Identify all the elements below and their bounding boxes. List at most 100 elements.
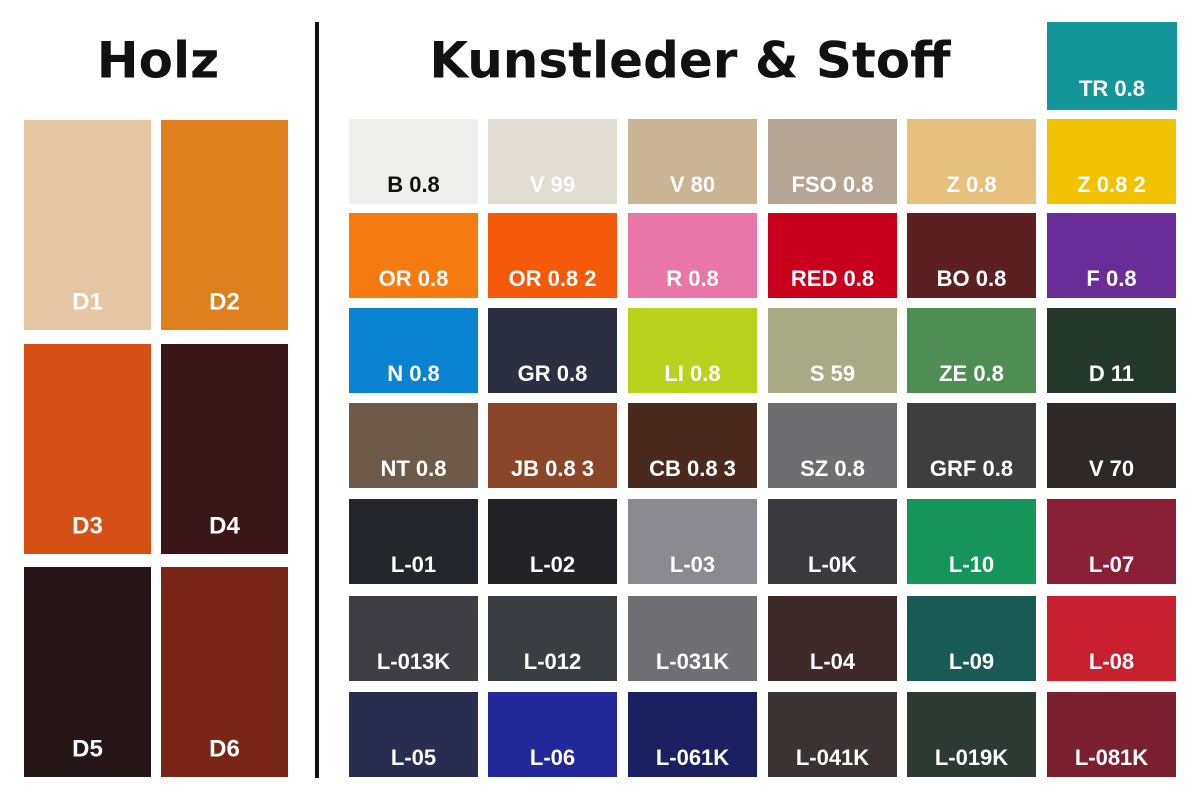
swatch <box>488 692 617 777</box>
swatch-label: D5 <box>72 735 103 762</box>
swatch-label: L-061K <box>656 745 729 770</box>
swatch-label: L-013K <box>377 649 450 674</box>
swatch-label: D 11 <box>1089 361 1134 386</box>
swatch-label: L-019K <box>935 745 1008 770</box>
swatch <box>1047 213 1176 298</box>
swatch <box>907 499 1036 584</box>
swatch <box>1047 499 1176 584</box>
swatch-label: L-0K <box>808 552 857 577</box>
swatch-label: NT 0.8 <box>380 456 446 481</box>
swatch <box>349 692 478 777</box>
swatch-label: BO 0.8 <box>937 266 1007 291</box>
swatch-label: TR 0.8 <box>1079 76 1145 101</box>
swatch <box>907 692 1036 777</box>
swatch <box>628 403 757 488</box>
swatch <box>1047 403 1176 488</box>
swatch-label: L-012 <box>524 649 581 674</box>
swatch-label: RED 0.8 <box>791 266 874 291</box>
swatch-label: L-08 <box>1089 649 1134 674</box>
swatch <box>488 308 617 393</box>
swatch <box>349 596 478 681</box>
swatch <box>349 308 478 393</box>
swatch-label: ZE 0.8 <box>939 361 1004 386</box>
swatch-label: L-07 <box>1089 552 1134 577</box>
swatch-label: LI 0.8 <box>664 361 720 386</box>
swatch <box>1047 22 1177 110</box>
swatch-label: D6 <box>209 735 240 762</box>
swatch <box>488 119 617 204</box>
swatch <box>161 344 288 554</box>
swatch-label: B 0.8 <box>387 172 440 197</box>
swatch <box>349 213 478 298</box>
swatch <box>24 567 151 777</box>
swatch <box>488 499 617 584</box>
swatch-label: GR 0.8 <box>518 361 588 386</box>
swatch <box>768 308 897 393</box>
swatch <box>349 403 478 488</box>
swatch-label: V 70 <box>1089 456 1134 481</box>
stoff-title: Kunstleder & Stoff <box>429 32 951 90</box>
swatch <box>628 692 757 777</box>
swatch <box>24 120 151 330</box>
swatch-label: L-031K <box>656 649 729 674</box>
swatch-label: F 0.8 <box>1086 266 1136 291</box>
swatch <box>768 119 897 204</box>
swatch <box>161 567 288 777</box>
swatch-label: L-09 <box>949 649 994 674</box>
swatch <box>628 308 757 393</box>
swatch <box>628 596 757 681</box>
swatch <box>907 308 1036 393</box>
swatch <box>349 119 478 204</box>
swatch <box>768 213 897 298</box>
swatch <box>161 120 288 330</box>
swatch-label: CB 0.8 3 <box>649 456 736 481</box>
swatch <box>1047 596 1176 681</box>
swatch-label: D4 <box>209 512 240 539</box>
swatch-label: D3 <box>72 512 103 539</box>
swatch-label: V 80 <box>670 172 715 197</box>
swatch-label: L-02 <box>530 552 575 577</box>
swatch <box>1047 308 1176 393</box>
swatch <box>907 119 1036 204</box>
swatch-label: JB 0.8 3 <box>511 456 594 481</box>
swatch <box>768 403 897 488</box>
swatch <box>907 213 1036 298</box>
swatch-label: L-03 <box>670 552 715 577</box>
swatch <box>24 344 151 554</box>
swatch-label: R 0.8 <box>666 266 719 291</box>
swatch-label: OR 0.8 <box>379 266 449 291</box>
swatch-label: L-01 <box>391 552 436 577</box>
swatch <box>628 499 757 584</box>
swatch-label: L-05 <box>391 745 436 770</box>
swatch-label: D2 <box>209 288 240 315</box>
swatch-label: D1 <box>72 288 103 315</box>
swatch-label: GRF 0.8 <box>930 456 1013 481</box>
holz-title: Holz <box>97 32 219 90</box>
swatch <box>768 499 897 584</box>
swatch-label: OR 0.8 2 <box>508 266 596 291</box>
swatch <box>768 596 897 681</box>
swatch <box>1047 692 1176 777</box>
swatch-label: L-04 <box>810 649 856 674</box>
swatch <box>488 213 617 298</box>
swatch-label: SZ 0.8 <box>800 456 865 481</box>
swatch <box>907 596 1036 681</box>
swatch <box>349 499 478 584</box>
swatch <box>628 119 757 204</box>
swatch <box>907 403 1036 488</box>
swatch-label: S 59 <box>810 361 855 386</box>
swatch <box>488 596 617 681</box>
swatch-label: Z 0.8 2 <box>1077 172 1145 197</box>
swatch <box>768 692 897 777</box>
swatch <box>628 213 757 298</box>
swatch-label: L-10 <box>949 552 994 577</box>
swatch-label: L-041K <box>796 745 869 770</box>
swatch-label: FSO 0.8 <box>792 172 874 197</box>
swatch-label: L-081K <box>1075 745 1148 770</box>
swatch-label: Z 0.8 <box>946 172 996 197</box>
swatch <box>488 403 617 488</box>
swatch <box>1047 119 1176 204</box>
swatch-label: N 0.8 <box>387 361 440 386</box>
swatch-label: V 99 <box>530 172 575 197</box>
